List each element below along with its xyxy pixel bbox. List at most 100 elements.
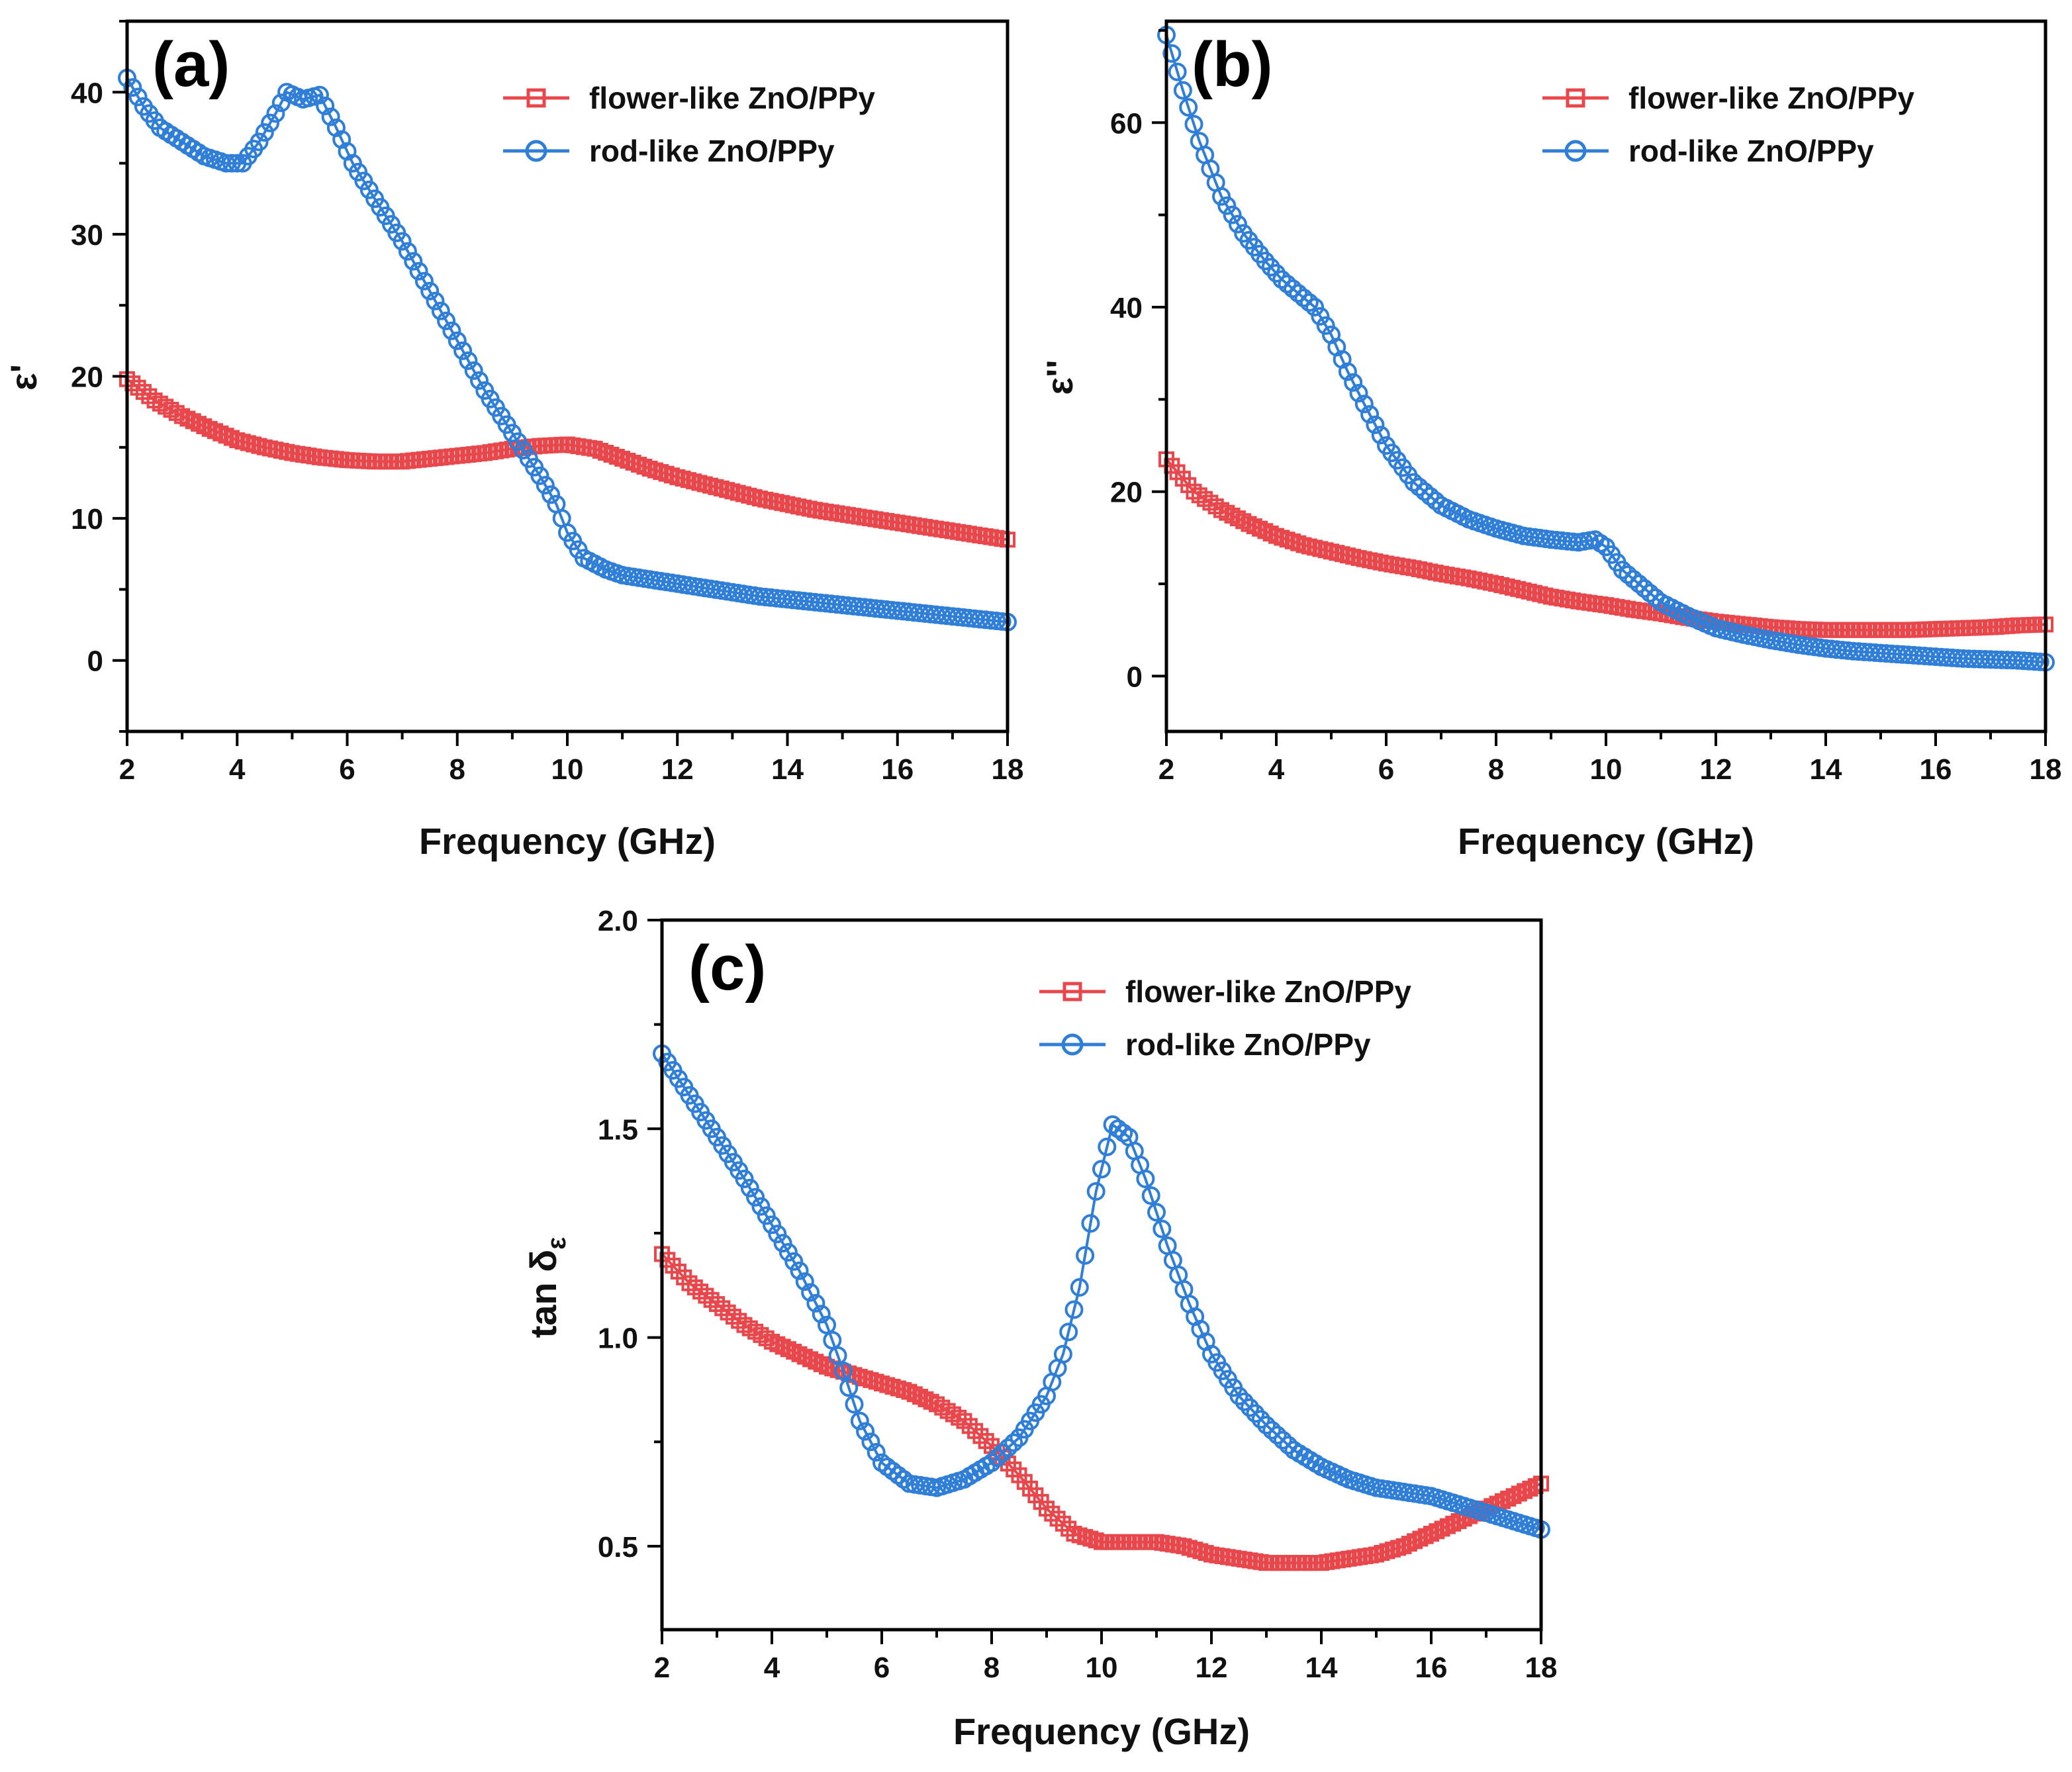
data-point-circle: [1162, 44, 1182, 63]
data-point-circle: [459, 351, 478, 370]
data-point-circle: [1629, 575, 1648, 593]
data-point-circle: [1235, 1392, 1254, 1411]
legend-label-flower: flower-like ZnO/PPy: [1125, 974, 1411, 1009]
legend-marker-circle: [525, 140, 547, 162]
data-point-circle: [806, 1293, 825, 1313]
data-point-circle: [1168, 62, 1187, 81]
series-line: [1165, 34, 2046, 664]
data-point-circle: [1409, 477, 1429, 496]
data-point-circle: [735, 1170, 754, 1188]
x-tick-label: 12: [1196, 1652, 1228, 1684]
data-point-circle: [801, 1283, 820, 1302]
x-tick-label: 10: [1086, 1652, 1118, 1684]
y-tick-label: 0: [87, 645, 103, 678]
data-point-circle: [856, 1422, 875, 1441]
series-line: [661, 1052, 1542, 1531]
data-point-circle: [1212, 187, 1231, 206]
data-point-circle: [1338, 362, 1357, 381]
data-point-circle: [1311, 306, 1330, 326]
x-axis-title: Frequency (GHz): [953, 1710, 1250, 1752]
x-tick-label: 2: [654, 1652, 670, 1684]
x-tick-label: 18: [1525, 1652, 1558, 1684]
y-tick-label: 20: [1110, 477, 1143, 509]
y-axis-title: tan δε: [522, 1237, 571, 1338]
x-tick-label: 16: [881, 753, 914, 786]
x-tick-label: 10: [551, 753, 584, 786]
data-point-circle: [1354, 395, 1374, 414]
data-point-circle: [751, 1197, 771, 1216]
data-point-circle: [1272, 270, 1292, 289]
legend-marker-circle: [1061, 1033, 1084, 1056]
data-point-circle: [1147, 1203, 1166, 1222]
data-point-circle: [464, 361, 483, 380]
y-tick-label: 1.5: [598, 1113, 638, 1146]
data-point-circle: [2025, 652, 2044, 671]
data-point-circle: [740, 1178, 759, 1197]
y-tick-label: 1.0: [598, 1323, 638, 1355]
data-point-circle: [1268, 1426, 1287, 1445]
legend: flower-like ZnO/PPy rod-like ZnO/PPy: [1039, 974, 1411, 1062]
legend-label-rod: rod-like ZnO/PPy: [1628, 134, 1874, 168]
data-point-circle: [795, 1272, 814, 1291]
data-point-circle: [1228, 214, 1247, 234]
data-point-circle: [255, 123, 274, 142]
legend-label-flower: flower-like ZnO/PPy: [1628, 81, 1914, 115]
panel-label: (c): [688, 933, 766, 1003]
series-flower-b: [1158, 451, 2053, 638]
data-point-circle: [1004, 1433, 1023, 1452]
data-point-circle: [1640, 584, 1660, 602]
data-point-circle: [442, 321, 461, 340]
data-point-circle: [437, 311, 456, 330]
data-point-circle: [266, 104, 285, 123]
legend-label-rod: rod-like ZnO/PPy: [589, 134, 835, 168]
data-point-circle: [1262, 1421, 1282, 1440]
data-point-circle: [1415, 482, 1435, 501]
data-point-circle: [1257, 1416, 1276, 1434]
y-tick-label: 10: [71, 503, 103, 536]
data-point-circle: [1098, 1137, 1117, 1156]
data-point-circle: [1081, 1214, 1100, 1233]
data-point-circle: [757, 1206, 776, 1225]
data-point-circle: [1294, 289, 1313, 308]
data-point-circle: [1070, 1278, 1089, 1297]
x-tick-label: 4: [1268, 753, 1285, 786]
data-point-circle: [1173, 81, 1192, 100]
panel-label: (b): [1192, 29, 1273, 100]
data-point-circle: [1635, 579, 1654, 598]
series-rod-a: [118, 68, 1017, 631]
data-point-circle: [1366, 415, 1385, 434]
data-point-circle: [426, 291, 445, 310]
y-tick-label: 0.5: [598, 1531, 638, 1563]
data-point-circle: [1344, 373, 1363, 392]
data-point-circle: [845, 1395, 864, 1414]
data-point-circle: [222, 154, 241, 173]
y-tick-label: 20: [71, 361, 103, 394]
data-point-circle: [470, 371, 489, 390]
data-point-circle: [321, 107, 340, 126]
x-tick-label: 14: [1810, 753, 1842, 786]
data-point-circle: [447, 331, 467, 350]
data-point-circle: [1086, 1182, 1106, 1201]
data-point-circle: [1153, 1219, 1172, 1238]
panel-b: 2 4 6 8 10 12 14 16 18 0 20 40 60 Frequency (GHz) ε'' (…: [1039, 19, 2061, 862]
x-tick-label: 14: [771, 753, 804, 786]
x-axis-title: Frequency (GHz): [419, 820, 716, 862]
data-point-circle: [790, 1261, 809, 1280]
data-point-circle: [420, 281, 440, 301]
x-tick-label: 10: [1590, 753, 1623, 786]
data-point-circle: [316, 97, 335, 115]
data-point-circle: [1371, 426, 1390, 445]
data-point-circle: [453, 341, 473, 360]
data-point-circle: [1256, 252, 1275, 271]
y-axis-title: ε': [3, 364, 44, 391]
series-rod-c: [653, 1044, 1550, 1539]
data-point-circle: [1217, 196, 1237, 215]
data-point-circle: [1223, 205, 1242, 224]
data-point-circle: [1261, 257, 1280, 277]
data-point-circle: [993, 1443, 1012, 1462]
data-point-circle: [773, 1234, 792, 1253]
y-axis-title-main: tan δ: [522, 1250, 564, 1338]
legend-label-rod: rod-like ZnO/PPy: [1125, 1027, 1371, 1062]
data-point-circle: [393, 232, 412, 251]
data-point-circle: [1064, 1300, 1084, 1319]
